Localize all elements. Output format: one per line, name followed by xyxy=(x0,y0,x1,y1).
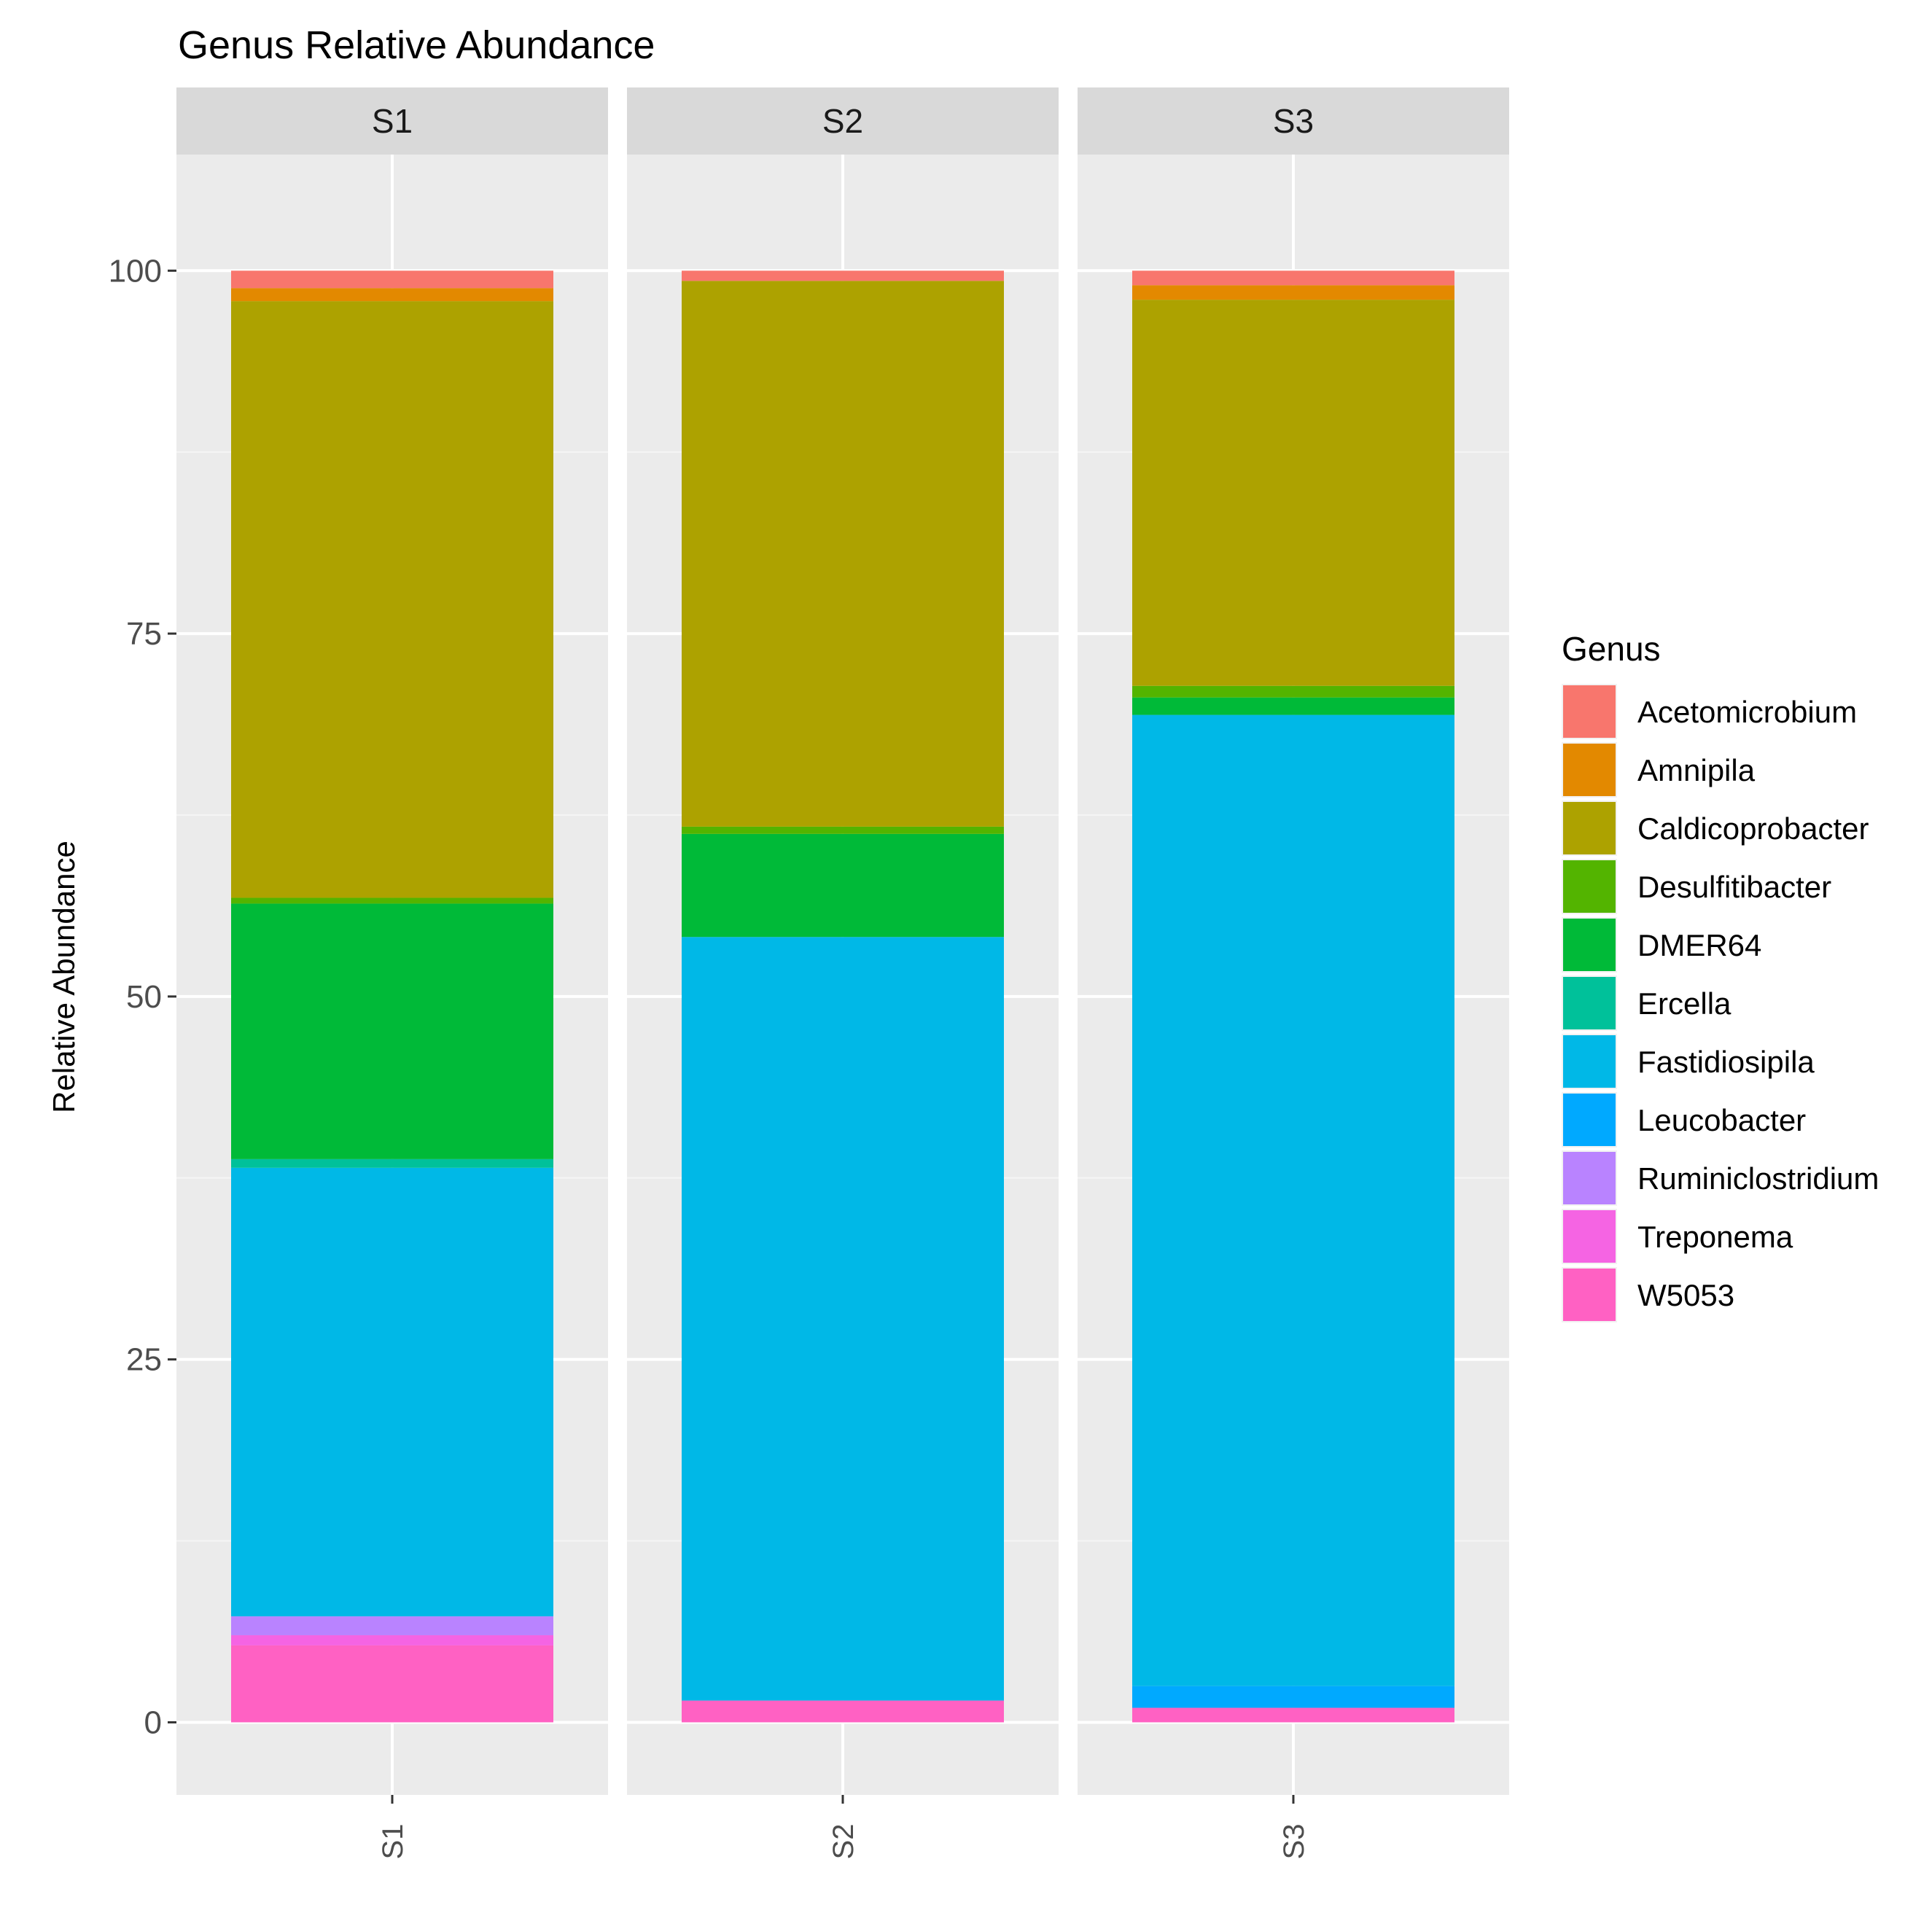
legend-label: Desulfitibacter xyxy=(1637,870,1831,904)
bar-segment-fastidiosipila xyxy=(231,1167,553,1617)
legend-item: Acetomicrobium xyxy=(1562,684,1857,739)
legend-label: Leucobacter xyxy=(1637,1103,1806,1137)
facet-strip-label: S3 xyxy=(1273,102,1314,140)
facet-panel-s3: S3 S3 xyxy=(1078,87,1509,1859)
x-tick-label: S3 xyxy=(1278,1824,1310,1860)
y-tick-label: 50 xyxy=(126,979,162,1015)
legend-title: Genus xyxy=(1562,630,1661,668)
x-tick-label: S1 xyxy=(377,1824,409,1860)
bar-segment-dmer64 xyxy=(1132,697,1454,715)
bar-segment-acetomicrobium xyxy=(682,270,1004,281)
facet-strip xyxy=(627,87,1059,155)
y-axis: 0 25 50 75 100 xyxy=(109,253,176,1740)
legend-label: Ercella xyxy=(1637,986,1732,1021)
legend-item: Leucobacter xyxy=(1562,1092,1806,1148)
y-tick-label: 100 xyxy=(109,253,162,289)
legend-swatch xyxy=(1563,685,1616,738)
y-axis-label: Relative Abundance xyxy=(47,841,81,1113)
facet-strip-label: S1 xyxy=(372,102,413,140)
legend-label: DMER64 xyxy=(1637,928,1761,962)
legend-swatch xyxy=(1563,744,1616,796)
bar-segment-acetomicrobium xyxy=(231,270,553,289)
bar-segment-acetomicrobium xyxy=(1132,270,1454,286)
legend-swatch xyxy=(1563,1035,1616,1088)
legend-item: Amnipila xyxy=(1562,742,1756,798)
legend-item: Fastidiosipila xyxy=(1562,1034,1815,1089)
bar-segment-desulfitibacter xyxy=(231,897,553,904)
legend-item: Ruminiclostridium xyxy=(1562,1150,1879,1206)
bar-segment-caldicoprobacter xyxy=(682,281,1004,827)
legend-label: W5053 xyxy=(1637,1278,1734,1312)
bar-segment-leucobacter xyxy=(1132,1686,1454,1708)
legend-label: Acetomicrobium xyxy=(1637,695,1857,729)
chart-title: Genus Relative Abundance xyxy=(178,23,655,67)
legend-item: Ercella xyxy=(1562,975,1732,1031)
legend-swatch xyxy=(1563,860,1616,913)
bar-segment-caldicoprobacter xyxy=(1132,300,1454,686)
bar-segment-caldicoprobacter xyxy=(231,301,553,898)
legend-swatch xyxy=(1563,1269,1616,1321)
bar-segment-fastidiosipila xyxy=(1132,714,1454,1686)
y-tick-label: 0 xyxy=(144,1704,162,1740)
bar-segment-desulfitibacter xyxy=(682,826,1004,834)
legend-item: Treponema xyxy=(1562,1209,1793,1264)
legend-swatch xyxy=(1563,1094,1616,1146)
facet-panels: S1 S1 S2 S2 S3 S3 xyxy=(176,87,1509,1859)
legend: Genus Acetomicrobium Amnipila Caldicoproba… xyxy=(1562,630,1879,1322)
y-tick-label: 25 xyxy=(126,1342,162,1378)
legend-swatch xyxy=(1563,977,1616,1029)
bar-segment-ruminiclostridium xyxy=(231,1616,553,1635)
legend-swatch xyxy=(1563,1152,1616,1204)
facet-panel-s1: S1 S1 xyxy=(176,87,608,1859)
legend-swatch xyxy=(1563,802,1616,854)
legend-label: Treponema xyxy=(1637,1220,1793,1254)
bar-segment-w5053 xyxy=(231,1645,553,1723)
x-tick-label: S2 xyxy=(827,1824,860,1860)
legend-label: Caldicoprobacter xyxy=(1637,811,1869,846)
bar-segment-ercella xyxy=(231,1158,553,1168)
bar-segment-dmer64 xyxy=(682,833,1004,938)
legend-item: DMER64 xyxy=(1562,917,1761,973)
legend-label: Fastidiosipila xyxy=(1637,1045,1815,1079)
legend-item: W5053 xyxy=(1562,1267,1734,1322)
facet-panel-s2: S2 S2 xyxy=(627,87,1059,1859)
legend-item: Desulfitibacter xyxy=(1562,859,1831,914)
bar-segment-amnipila xyxy=(1132,285,1454,300)
legend-swatch xyxy=(1563,1210,1616,1263)
bar-segment-fastidiosipila xyxy=(682,937,1004,1701)
legend-label: Ruminiclostridium xyxy=(1637,1161,1879,1196)
bar-segment-w5053 xyxy=(1132,1707,1454,1723)
legend-item: Caldicoprobacter xyxy=(1562,800,1869,856)
facet-strip-label: S2 xyxy=(822,102,863,140)
bar-segment-treponema xyxy=(231,1635,553,1645)
facet-strip xyxy=(176,87,608,155)
bar-segment-w5053 xyxy=(682,1700,1004,1723)
bar-segment-desulfitibacter xyxy=(1132,685,1454,698)
y-tick-label: 75 xyxy=(126,616,162,652)
bar-segment-amnipila xyxy=(231,288,553,302)
facet-strip xyxy=(1078,87,1509,155)
legend-swatch xyxy=(1563,919,1616,971)
bar-segment-dmer64 xyxy=(231,903,553,1159)
legend-label: Amnipila xyxy=(1637,753,1756,787)
